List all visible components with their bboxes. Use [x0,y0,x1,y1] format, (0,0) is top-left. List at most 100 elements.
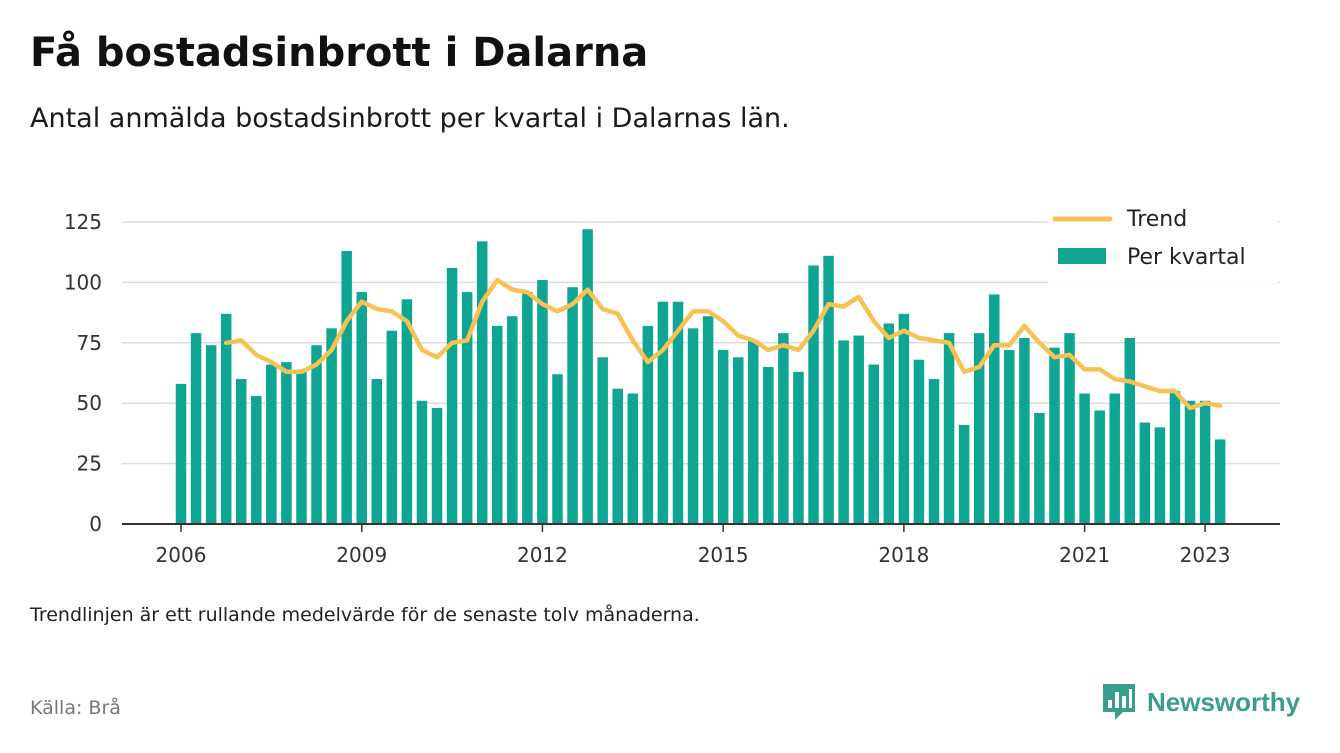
bar [973,333,985,524]
bar [1214,439,1226,524]
bar [748,340,759,524]
bar [205,345,217,524]
bar [266,364,277,524]
bar [567,287,578,524]
bar [838,340,849,524]
y-tick-label: 125 [64,210,102,234]
y-tick-label: 75 [77,331,102,355]
bar [356,292,367,524]
x-tick-label: 2012 [517,543,568,567]
bar [220,313,232,524]
newsworthy-logo-icon [1103,684,1135,720]
bar [823,255,834,524]
bar [235,379,247,524]
bar [1199,400,1211,524]
bar [281,362,292,524]
legend: Trend Per kvartal [1048,205,1278,283]
bar [1169,391,1181,524]
bar [582,229,593,525]
bar [190,333,202,524]
bar [1109,393,1120,524]
trend-series [223,277,1223,411]
bar [612,388,623,524]
x-tick-label: 2021 [1059,543,1110,567]
bar [522,292,533,524]
bar [778,333,789,524]
bar [537,279,548,524]
bar [175,383,187,524]
bar [913,359,925,524]
bar [657,301,669,524]
bar [446,267,458,524]
y-tick-label: 100 [64,270,102,294]
bar [251,395,262,524]
bar [492,325,503,524]
bar [1184,400,1196,524]
bar [461,292,473,524]
bar [853,335,864,524]
brand-logo: Newsworthy [1101,682,1300,722]
y-axis: 0 25 50 75 100 125 [64,210,102,536]
bar [431,408,443,524]
y-tick-label: 50 [77,391,102,415]
bar [702,316,714,524]
bar [808,265,819,524]
legend-trend-label: Trend [1126,207,1187,232]
chart-subtitle: Antal anmälda bostadsinbrott per kvartal… [30,103,790,134]
bar [1079,393,1090,524]
bar [1034,412,1045,524]
bar [943,333,955,524]
y-tick-label: 25 [77,452,102,476]
x-tick-label: 2006 [156,543,207,567]
bar [883,323,895,524]
bar [763,366,774,524]
bar [642,325,654,524]
footnote: Trendlinjen är ett rullande medelvärde f… [30,604,700,626]
x-tick-label: 2023 [1180,543,1231,567]
chart-title: Få bostadsinbrott i Dalarna [30,30,649,76]
legend-bar-label: Per kvartal [1127,245,1246,270]
bar [552,374,563,524]
bar [401,299,413,524]
bar [868,364,880,524]
bar [416,400,428,524]
y-tick-label: 0 [89,512,102,536]
bar [386,330,398,524]
bar [507,316,518,524]
bar [597,357,608,524]
bar [1004,350,1015,524]
bar [1064,333,1075,524]
bar [1049,347,1060,524]
x-tick-label: 2015 [698,543,749,567]
bar-series [175,229,1226,525]
bar [898,313,910,524]
source-label: Källa: Brå [30,697,121,719]
legend-bar-swatch [1058,248,1106,264]
brand-name: Newsworthy [1147,686,1301,717]
x-tick-label: 2009 [336,543,387,567]
bar [371,379,383,524]
bar [1139,422,1151,524]
x-axis: 2006 2009 2012 2015 2018 2021 2023 [122,523,1280,567]
bar [958,424,970,524]
bar [311,345,322,524]
bar [1019,337,1030,524]
bar [296,371,307,524]
bar [793,371,804,524]
bar [672,301,684,524]
bar [326,328,337,524]
bar [928,379,940,524]
bar [988,294,1000,524]
trend-line [223,277,1223,411]
bar [1124,337,1136,524]
bar [717,350,729,524]
bar [476,241,488,524]
bar [687,328,699,524]
bar [341,250,352,524]
bar [1154,427,1166,524]
bar [1094,410,1105,524]
bar [732,357,744,524]
bar [627,393,639,524]
x-tick-label: 2018 [878,543,929,567]
